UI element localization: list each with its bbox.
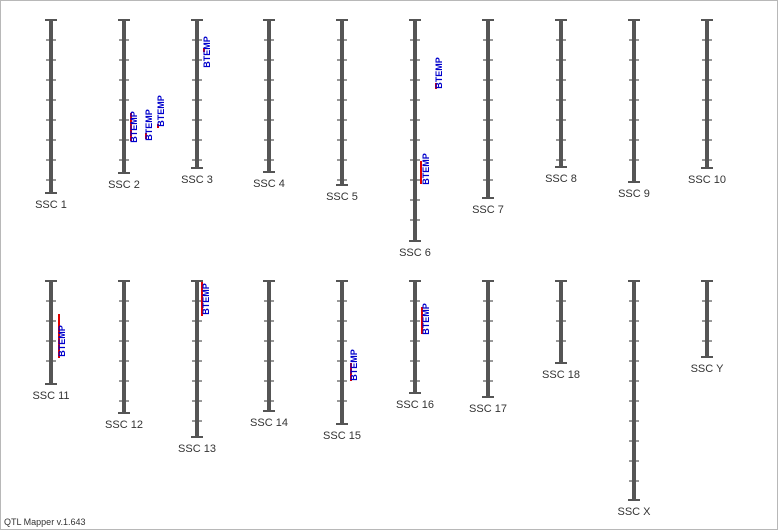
chromosome-ssc-y[interactable]: SSC Y — [691, 280, 724, 375]
chromosome-bar — [559, 281, 563, 363]
chromosome-bar — [340, 281, 344, 424]
chromosome-ssc-11[interactable]: SSC 11 BTEMP — [32, 280, 70, 402]
version-label: QTL Mapper v.1.643 — [4, 517, 86, 527]
chromosome-bar — [267, 20, 271, 172]
chromosome-ssc-8[interactable]: SSC 8 — [545, 19, 577, 185]
chromosome-bar — [122, 281, 126, 413]
chromosome-ssc-6[interactable]: SSC 6 BTEMP BTEMP — [399, 19, 444, 259]
chromosome-label: SSC 9 — [618, 188, 650, 200]
chromosome-ssc-1[interactable]: SSC 1 — [35, 19, 67, 211]
chromosome-label: SSC 18 — [542, 369, 580, 381]
chromosome-label: SSC 8 — [545, 173, 577, 185]
chromosome-ssc-16[interactable]: SSC 16 BTEMP — [396, 280, 434, 411]
chromosome-ssc-9[interactable]: SSC 9 — [618, 19, 650, 200]
qtl-trait-label[interactable]: BTEMP — [144, 109, 154, 141]
chromosome-label: SSC Y — [691, 363, 724, 375]
chromosome-bar — [49, 20, 53, 193]
chromosome-bar — [632, 20, 636, 182]
chromosome-label: SSC 11 — [32, 390, 69, 402]
chromosome-label: SSC 13 — [178, 443, 216, 455]
chromosome-ssc-15[interactable]: SSC 15 BTEMP — [323, 280, 361, 442]
qtl-trait-label[interactable]: BTEMP — [201, 283, 211, 315]
chromosome-bar — [195, 281, 199, 437]
chromosome-bar — [413, 20, 417, 241]
chromosome-label: SSC 10 — [688, 174, 726, 186]
chromosome-ssc-17[interactable]: SSC 17 — [469, 280, 507, 415]
chromosome-label: SSC 6 — [399, 247, 431, 259]
chromosome-label: SSC 2 — [108, 179, 140, 191]
chromosome-ssc-12[interactable]: SSC 12 — [105, 280, 143, 431]
chromosome-bar — [340, 20, 344, 185]
chromosome-ssc-10[interactable]: SSC 10 — [688, 19, 726, 186]
chromosome-ssc-14[interactable]: SSC 14 — [250, 280, 288, 429]
chromosome-ssc-18[interactable]: SSC 18 — [542, 280, 580, 381]
chromosome-label: SSC X — [617, 506, 651, 518]
chromosome-bar — [705, 20, 709, 168]
chromosome-ssc-13[interactable]: SSC 13 BTEMP — [178, 280, 216, 455]
chromosome-bar — [486, 20, 490, 198]
chromosome-bar — [413, 281, 417, 393]
chromosome-ssc-x[interactable]: SSC X — [617, 280, 651, 518]
qtl-trait-label[interactable]: BTEMP — [202, 36, 212, 68]
chromosome-bar — [267, 281, 271, 411]
chromosome-bar — [486, 281, 490, 397]
chromosome-label: SSC 16 — [396, 399, 434, 411]
qtl-trait-label[interactable]: BTEMP — [421, 153, 431, 185]
chromosome-bar — [705, 281, 709, 357]
qtl-trait-label[interactable]: BTEMP — [57, 325, 67, 357]
chromosome-label: SSC 12 — [105, 419, 143, 431]
chromosome-ssc-5[interactable]: SSC 5 — [326, 19, 358, 203]
chromosome-label: SSC 4 — [253, 178, 285, 190]
chromosome-label: SSC 15 — [323, 430, 361, 442]
chromosome-label: SSC 5 — [326, 191, 358, 203]
chromosome-ssc-7[interactable]: SSC 7 — [472, 19, 504, 216]
chromosome-bar — [559, 20, 563, 167]
chromosome-bar — [122, 20, 126, 173]
qtl-trait-label[interactable]: BTEMP — [349, 349, 359, 381]
qtl-trait-label[interactable]: BTEMP — [421, 303, 431, 335]
chromosome-label: SSC 17 — [469, 403, 507, 415]
chromosome-label: SSC 14 — [250, 417, 288, 429]
qtl-trait-label[interactable]: BTEMP — [156, 95, 166, 127]
chromosome-bar — [49, 281, 53, 384]
chromosome-bar — [195, 20, 199, 168]
chromosome-ssc-4[interactable]: SSC 4 — [253, 19, 285, 190]
qtl-trait-label[interactable]: BTEMP — [129, 111, 139, 143]
chromosome-ssc-3[interactable]: SSC 3 BTEMP — [181, 19, 213, 186]
chromosome-bar — [632, 281, 636, 500]
qtl-trait-label[interactable]: BTEMP — [434, 57, 444, 89]
chromosome-label: SSC 1 — [35, 199, 67, 211]
chromosome-label: SSC 7 — [472, 204, 504, 216]
chromosome-label: SSC 3 — [181, 174, 213, 186]
